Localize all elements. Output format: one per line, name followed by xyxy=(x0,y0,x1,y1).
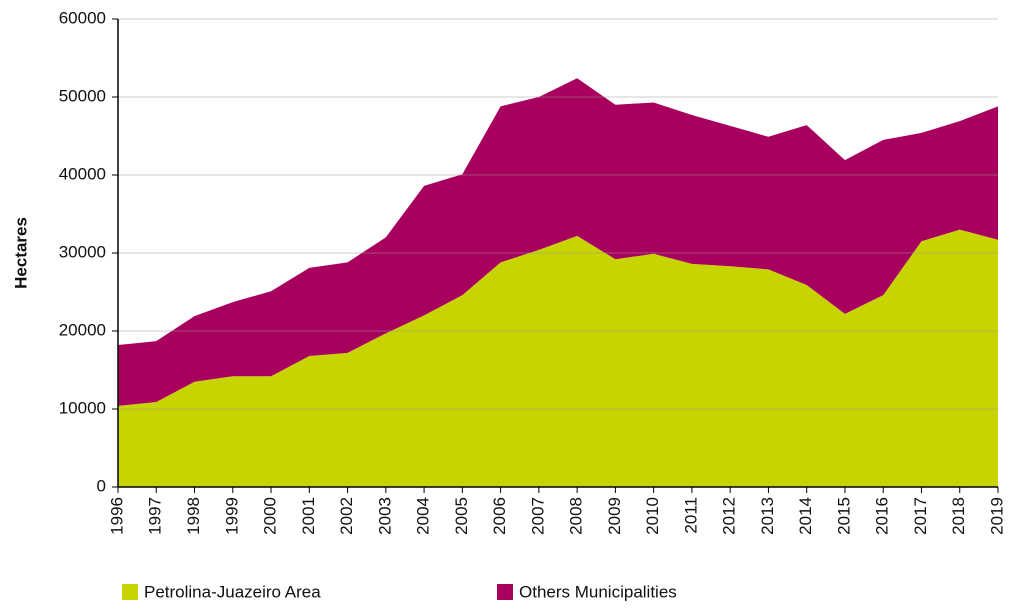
x-tick-label: 2010 xyxy=(643,497,662,535)
y-axis-label: Hectares xyxy=(11,217,30,289)
y-tick-label: 40000 xyxy=(59,164,106,183)
x-tick-label: 2015 xyxy=(834,497,853,535)
x-tick-label: 2016 xyxy=(873,497,892,535)
x-tick-label: 2012 xyxy=(720,497,739,535)
x-tick-label: 2014 xyxy=(796,497,815,535)
x-tick-label: 1996 xyxy=(107,497,126,535)
y-tick-label: 30000 xyxy=(59,242,106,261)
legend-label: Others Municipalities xyxy=(519,582,677,601)
y-tick-label: 50000 xyxy=(59,86,106,105)
x-tick-label: 2019 xyxy=(987,497,1006,535)
x-tick-label: 1999 xyxy=(222,497,241,535)
legend-label: Petrolina-Juazeiro Area xyxy=(144,582,321,601)
x-tick-label: 2011 xyxy=(681,497,700,534)
x-tick-label: 2007 xyxy=(528,497,547,535)
x-tick-label: 2000 xyxy=(261,497,280,535)
x-tick-label: 1997 xyxy=(146,497,165,535)
x-tick-label: 2006 xyxy=(490,497,509,535)
x-tick-label: 2009 xyxy=(605,497,624,535)
x-tick-label: 2003 xyxy=(375,497,394,535)
x-tick-label: 1998 xyxy=(184,497,203,535)
x-tick-label: 2002 xyxy=(337,497,356,535)
x-tick-label: 2018 xyxy=(949,497,968,535)
area xyxy=(118,229,998,487)
y-tick-label: 60000 xyxy=(59,8,106,27)
x-tick-label: 2005 xyxy=(452,497,471,535)
y-tick-label: 0 xyxy=(97,476,106,495)
y-tick-label: 20000 xyxy=(59,320,106,339)
x-tick-label: 2017 xyxy=(911,497,930,535)
x-tick-label: 2001 xyxy=(299,497,318,535)
x-tick-label: 2008 xyxy=(567,497,586,535)
area xyxy=(118,78,998,406)
legend-swatch xyxy=(497,584,513,600)
x-tick-label: 2004 xyxy=(414,497,433,535)
legend-swatch xyxy=(122,584,138,600)
y-tick-label: 10000 xyxy=(59,398,106,417)
x-tick-label: 2013 xyxy=(758,497,777,535)
